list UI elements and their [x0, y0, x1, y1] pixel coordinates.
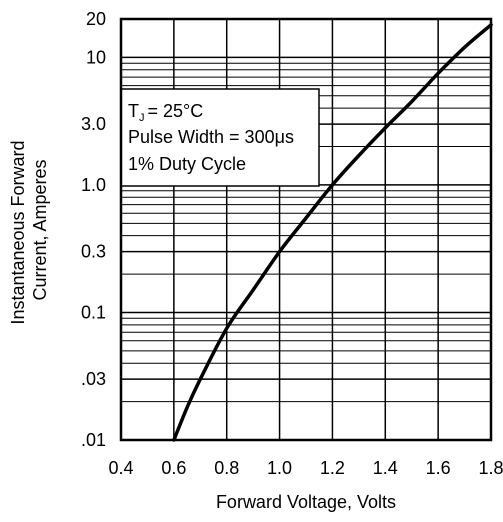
y-tick-label: 1.0: [81, 175, 106, 195]
y-tick-label: 3.0: [81, 114, 106, 134]
annotation-line-1-text: = 25°C: [148, 101, 204, 121]
annotation-subscript: J: [139, 112, 145, 124]
annotation-symbol: T: [128, 101, 139, 121]
y-tick-label: .01: [81, 430, 106, 450]
x-tick-labels: 0.4 0.6 0.8 1.0 1.2 1.4 1.6 1.8: [108, 458, 503, 478]
x-tick-label: 1.2: [320, 458, 345, 478]
y-tick-label: 0.3: [81, 242, 106, 262]
grid: [121, 19, 491, 440]
y-tick-label: .03: [81, 369, 106, 389]
annotation-box: [120, 88, 320, 187]
series-curve-group: [172, 23, 493, 442]
x-tick-label: 1.6: [426, 458, 451, 478]
y-tick-label: 20: [86, 9, 106, 29]
x-tick-label: 0.4: [108, 458, 133, 478]
series-line: [172, 23, 493, 442]
x-axis-label: Forward Voltage, Volts: [216, 492, 396, 512]
plot-frame: [119, 17, 493, 442]
annotation-line-2: Pulse Width = 300μs: [128, 127, 294, 147]
annotation-line-1: TJ = 25°C: [128, 101, 203, 124]
x-tick-label: 1.4: [373, 458, 398, 478]
x-tick-label: 0.8: [214, 458, 239, 478]
y-axis-label-line-2: Current, Amperes: [30, 159, 50, 300]
conditions-annotation: TJ = 25°C Pulse Width = 300μs 1% Duty Cyc…: [120, 88, 320, 187]
y-tick-labels: .01 .03 0.1 0.3 1.0 3.0 10 20: [81, 9, 106, 450]
x-tick-label: 1.0: [267, 458, 292, 478]
annotation-line-3: 1% Duty Cycle: [128, 154, 246, 174]
y-tick-label: 10: [86, 47, 106, 67]
x-tick-label: 0.6: [161, 458, 186, 478]
y-tick-label: 0.1: [81, 302, 106, 322]
x-tick-label: 1.8: [478, 458, 503, 478]
y-axis-label: Instantaneous Forward Current, Amperes: [8, 135, 50, 324]
y-axis-label-line-1: Instantaneous Forward: [8, 140, 28, 324]
